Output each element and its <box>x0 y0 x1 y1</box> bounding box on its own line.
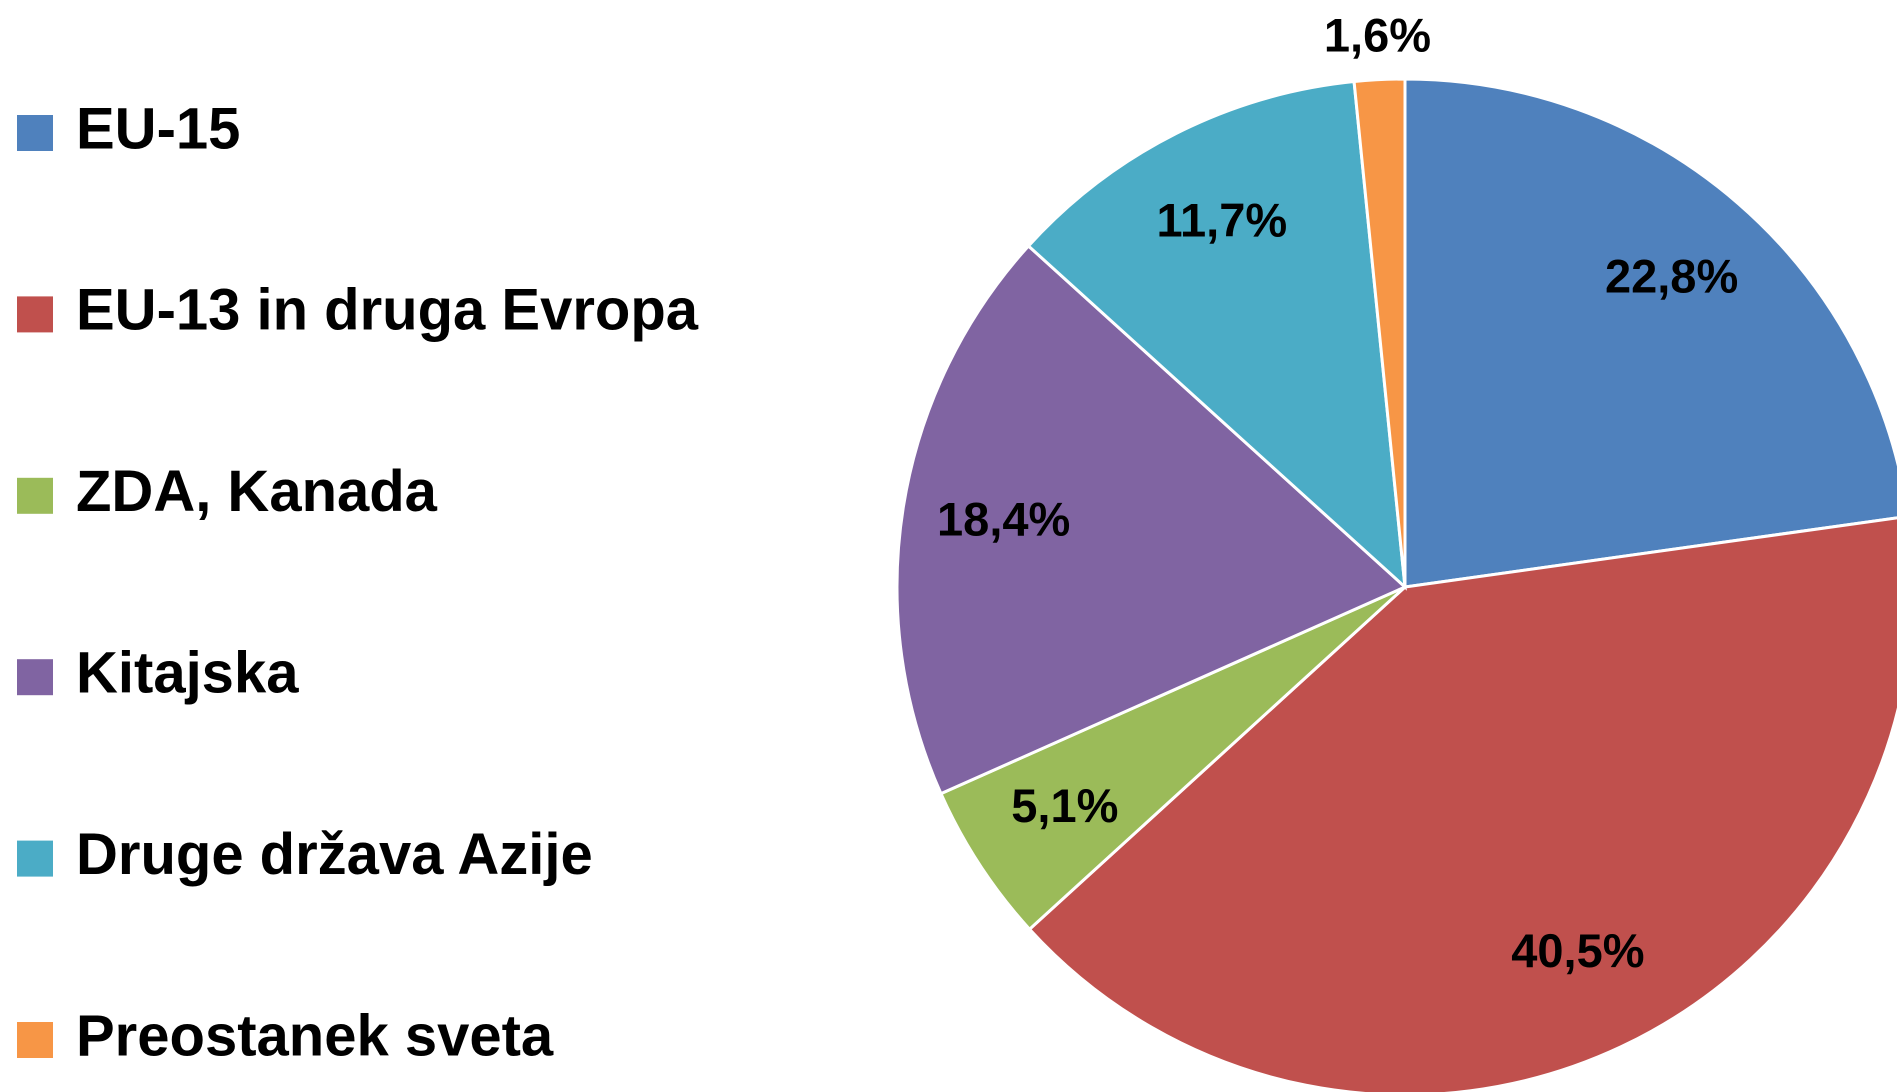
pie-slice <box>1403 77 1897 589</box>
value-label: 5,1% <box>1011 779 1118 832</box>
pie-slice <box>895 243 1408 796</box>
pie-slice <box>1352 77 1407 588</box>
legend-swatch <box>17 477 53 514</box>
pie-slice <box>1027 516 1897 1092</box>
legend-swatch <box>17 840 53 877</box>
legend-swatch <box>17 296 53 333</box>
legend-swatch <box>17 659 53 696</box>
legend-text: Preostanek sveta <box>76 1003 554 1068</box>
legend-text: Kitajska <box>76 641 299 706</box>
value-label: 1,6% <box>1324 8 1431 61</box>
legend-text: EU-13 in druga Evropa <box>76 278 699 343</box>
value-label: 22,8% <box>1605 250 1738 303</box>
legend-text: EU-15 <box>76 96 240 161</box>
value-label: 18,4% <box>937 492 1070 545</box>
legend-text: Druge država Azije <box>76 822 593 887</box>
legend-text: ZDA, Kanada <box>76 459 438 524</box>
value-label: 11,7% <box>1156 194 1287 247</box>
value-label: 40,5% <box>1511 924 1644 977</box>
legend-swatch <box>17 1022 53 1058</box>
pie-slice <box>1026 79 1407 591</box>
legend-swatch <box>17 115 53 151</box>
pie-slice <box>938 585 1407 932</box>
